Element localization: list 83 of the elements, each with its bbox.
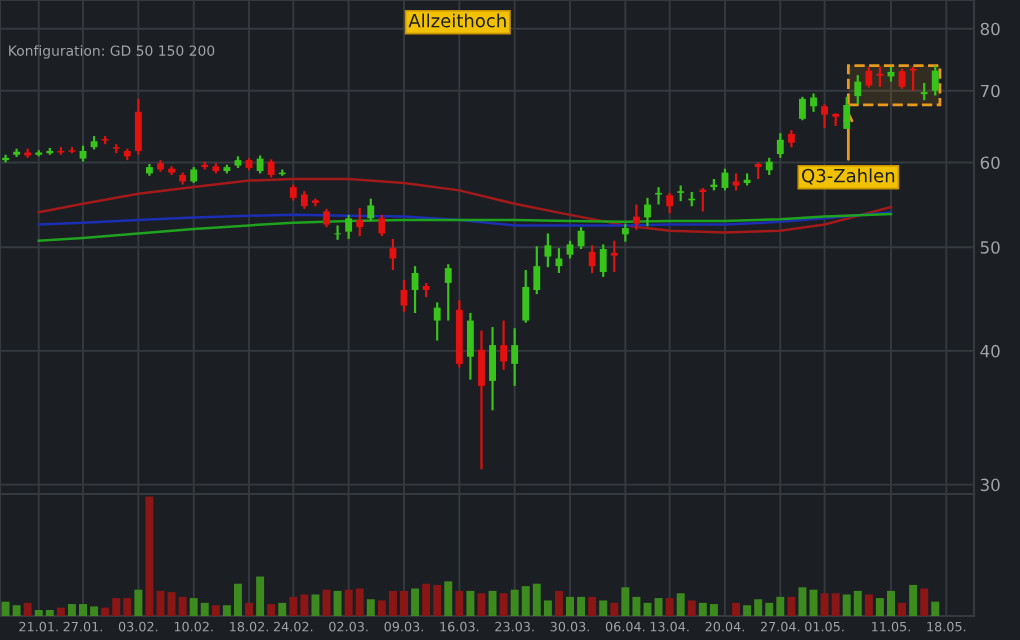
bar bbox=[499, 593, 508, 616]
bar bbox=[23, 602, 32, 616]
bar bbox=[56, 607, 65, 616]
bar bbox=[245, 602, 254, 616]
bar bbox=[366, 599, 375, 616]
bar bbox=[599, 600, 608, 616]
candlestick bbox=[644, 196, 651, 228]
candlestick bbox=[909, 65, 917, 92]
candlestick bbox=[323, 207, 330, 229]
bar bbox=[477, 593, 486, 616]
y-tick-label: 50 bbox=[980, 241, 1000, 254]
candlestick bbox=[854, 74, 862, 106]
candlestick bbox=[621, 222, 629, 243]
bar bbox=[898, 602, 907, 616]
candlestick bbox=[489, 326, 496, 412]
candlestick bbox=[898, 67, 906, 90]
bar bbox=[256, 576, 265, 616]
candlestick bbox=[433, 301, 441, 342]
candlestick bbox=[444, 263, 452, 322]
bar bbox=[588, 596, 597, 616]
y-tick-label: 30 bbox=[980, 478, 1000, 492]
bar bbox=[278, 602, 287, 616]
bar bbox=[610, 602, 619, 616]
y-tick-label: 40 bbox=[980, 344, 1000, 358]
candlestick bbox=[500, 319, 508, 371]
candlestick bbox=[931, 64, 939, 97]
candlestick bbox=[821, 103, 829, 130]
candlestick bbox=[776, 132, 784, 159]
bar bbox=[920, 588, 929, 616]
bar bbox=[411, 588, 420, 616]
candlestick bbox=[400, 278, 408, 314]
bar bbox=[145, 496, 154, 616]
bar bbox=[455, 590, 464, 616]
bar bbox=[909, 584, 918, 616]
candlestick bbox=[577, 226, 585, 251]
bar bbox=[676, 593, 685, 616]
candlestick bbox=[378, 213, 386, 238]
y-tick-label: 60 bbox=[980, 156, 1000, 170]
candlestick bbox=[522, 268, 530, 324]
bar bbox=[687, 600, 696, 616]
annotation: Allzeithoch bbox=[408, 13, 506, 28]
candlestick bbox=[610, 239, 618, 274]
candlestick bbox=[267, 158, 275, 179]
bar bbox=[311, 594, 320, 616]
candlestick bbox=[588, 244, 596, 275]
bar bbox=[333, 590, 342, 616]
candlestick bbox=[389, 237, 397, 272]
candlestick bbox=[810, 92, 817, 113]
candlestick bbox=[544, 232, 552, 269]
candlestick bbox=[666, 191, 674, 215]
candlestick bbox=[134, 97, 142, 156]
bar bbox=[864, 594, 873, 616]
annotation: Q3-Zahlen bbox=[802, 168, 895, 185]
y-tick-label: 80 bbox=[980, 22, 1000, 36]
candlestick bbox=[865, 65, 873, 89]
bar bbox=[267, 604, 276, 616]
candlestick bbox=[334, 224, 342, 241]
bar bbox=[466, 590, 475, 616]
bar bbox=[787, 596, 796, 616]
candlestick bbox=[478, 329, 485, 471]
candlestick bbox=[599, 243, 607, 279]
bar bbox=[732, 602, 741, 616]
bar bbox=[654, 598, 663, 616]
candlestick bbox=[356, 206, 364, 238]
candlestick bbox=[632, 203, 640, 231]
bar bbox=[554, 590, 563, 616]
bar bbox=[665, 598, 674, 616]
bar bbox=[931, 601, 940, 616]
candlestick bbox=[345, 213, 353, 240]
candlestick bbox=[367, 197, 375, 223]
candlestick bbox=[466, 311, 474, 381]
bar bbox=[134, 589, 143, 616]
bar bbox=[444, 581, 453, 616]
candlestick bbox=[876, 65, 884, 88]
bar bbox=[211, 605, 220, 616]
bar bbox=[798, 587, 807, 616]
candlestick bbox=[799, 95, 806, 122]
candlestick bbox=[533, 245, 541, 296]
candlestick bbox=[655, 185, 662, 206]
candlestick bbox=[511, 327, 519, 387]
y-tick-label: 70 bbox=[980, 84, 1000, 98]
bar bbox=[488, 590, 497, 616]
candlestick bbox=[555, 247, 563, 275]
